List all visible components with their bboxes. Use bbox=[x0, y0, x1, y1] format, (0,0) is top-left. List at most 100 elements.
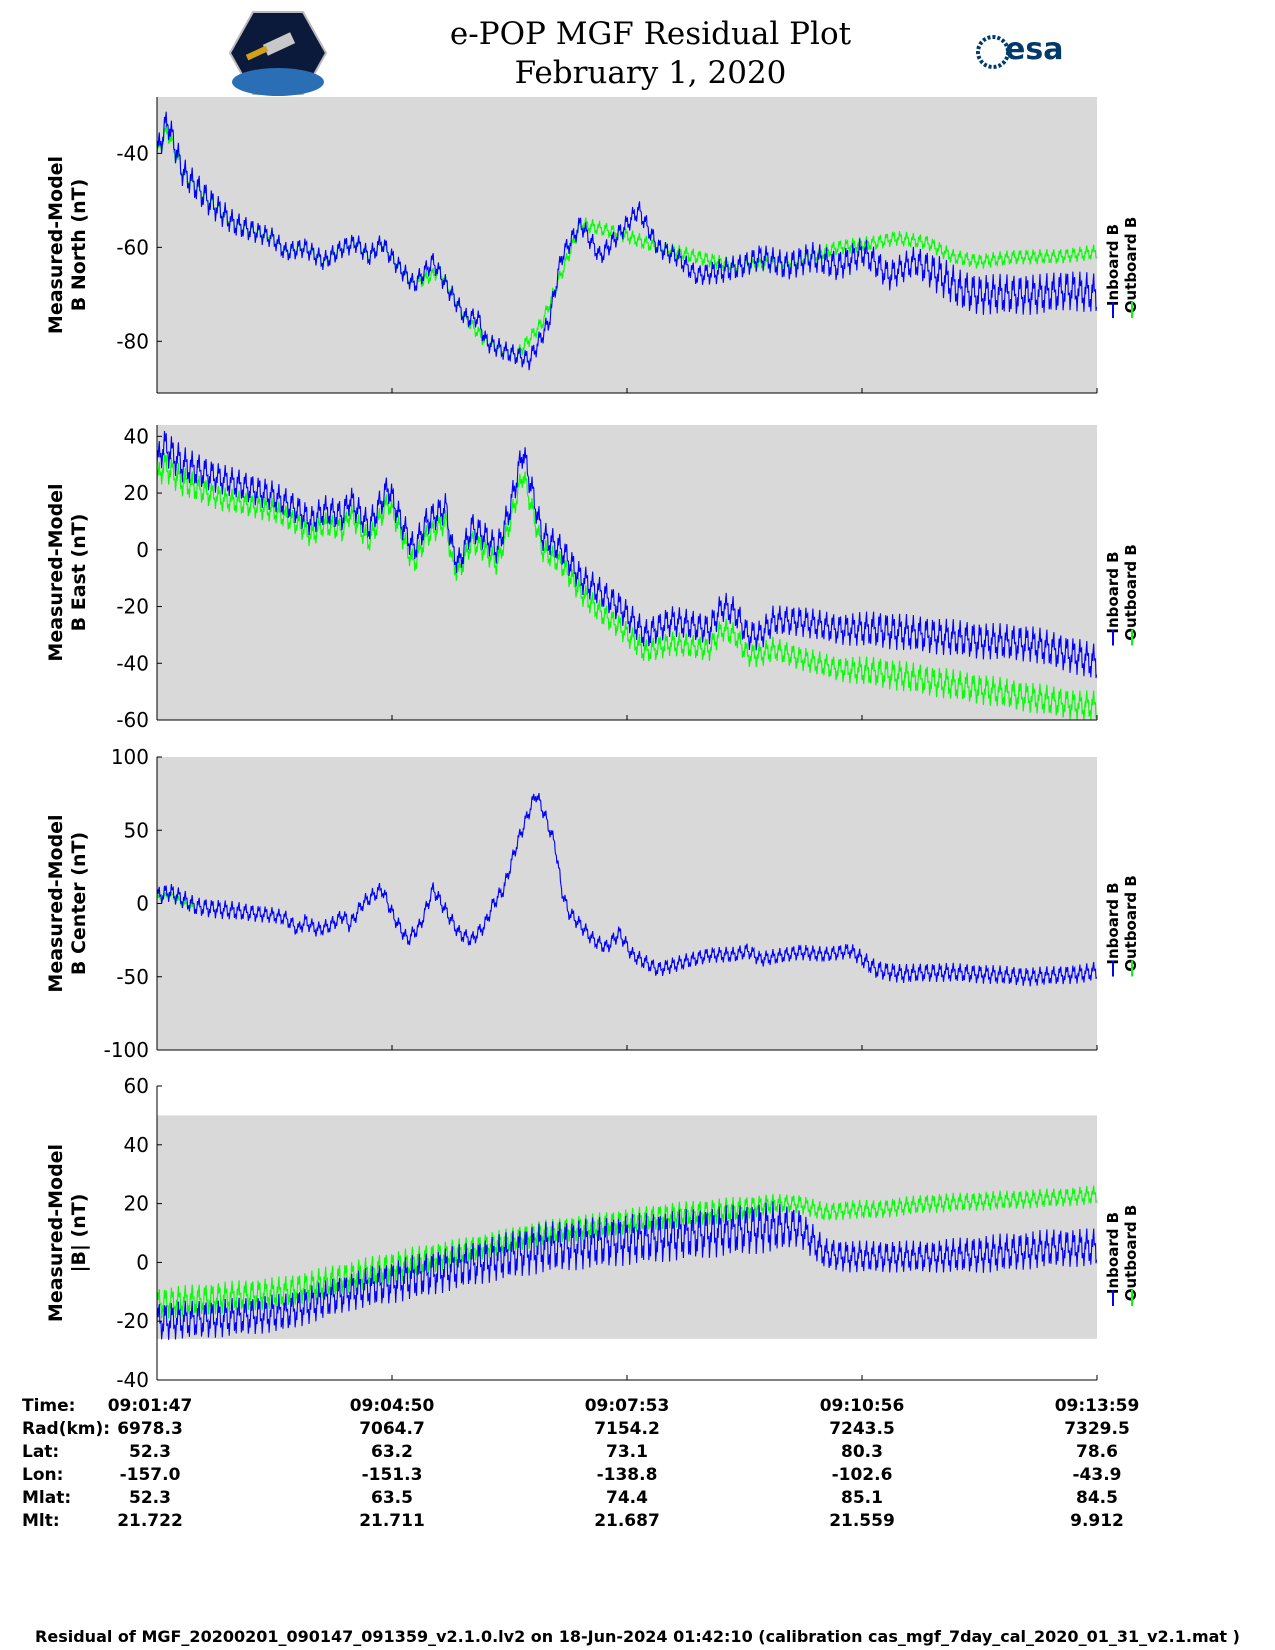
legend-labels: Inboard BOutboard B bbox=[1104, 875, 1140, 972]
legend-labels: Inboard BOutboard B bbox=[1104, 1205, 1140, 1302]
orbit-cell: -157.0 bbox=[120, 1465, 181, 1485]
orbit-cell: -138.8 bbox=[597, 1465, 658, 1485]
cassiope-logo-solar-panel bbox=[245, 45, 269, 61]
legend-label-inboard: Inboard B bbox=[1104, 1212, 1122, 1294]
series-line-outboard-b bbox=[157, 1185, 1097, 1319]
orbit-cell: 52.3 bbox=[129, 1488, 171, 1508]
y-tick-label: 0 bbox=[136, 1250, 149, 1274]
orbit-cell: 74.4 bbox=[606, 1488, 648, 1508]
y-tick-label: 60 bbox=[124, 1074, 149, 1098]
y-axis-label-line1: Measured-Model bbox=[45, 1144, 67, 1322]
orbit-cell: 21.711 bbox=[359, 1511, 425, 1531]
page-title: e-POP MGF Residual Plot bbox=[449, 16, 852, 52]
legend-label-outboard: Outboard B bbox=[1122, 875, 1140, 972]
panel-background bbox=[157, 757, 1097, 1050]
legend-labels: Inboard BOutboard B bbox=[1104, 544, 1140, 641]
orbit-cell: 63.2 bbox=[371, 1442, 413, 1462]
legend-label-outboard: Outboard B bbox=[1122, 217, 1140, 314]
esa-logo-mark bbox=[976, 35, 1010, 69]
orbit-cell: -102.6 bbox=[832, 1465, 893, 1485]
y-tick-label: 0 bbox=[136, 892, 149, 916]
orbit-cell: 09:13:59 bbox=[1055, 1396, 1140, 1416]
orbit-cell: 7329.5 bbox=[1064, 1419, 1130, 1439]
legend-label-outboard: Outboard B bbox=[1122, 544, 1140, 641]
panel-background bbox=[157, 425, 1097, 720]
cassiope-logo-earth bbox=[232, 68, 324, 96]
y-axis-label: Measured-ModelB Center (nT) bbox=[45, 814, 90, 992]
y-tick-label: 20 bbox=[124, 481, 149, 505]
y-tick-label: -60 bbox=[116, 708, 149, 732]
orbit-row-label: Rad(km): bbox=[22, 1419, 110, 1439]
footer-note: Residual of MGF_20200201_090147_091359_v… bbox=[35, 1627, 1240, 1646]
legend-label-inboard: Inboard B bbox=[1104, 224, 1122, 306]
orbit-cell: 9.912 bbox=[1070, 1511, 1124, 1531]
orbit-row-label: Mlat: bbox=[22, 1488, 71, 1508]
y-tick-label: 40 bbox=[124, 424, 149, 448]
legend-label-inboard: Inboard B bbox=[1104, 882, 1122, 964]
y-axis-label-line1: Measured-Model bbox=[45, 814, 67, 992]
legend-labels: Inboard BOutboard B bbox=[1104, 217, 1140, 314]
orbit-cell: 09:01:47 bbox=[108, 1396, 193, 1416]
panel-2: -60 -40 -20 0 20 40 Measured-ModelB East (nT) I… bbox=[45, 424, 1140, 732]
y-tick-label: -80 bbox=[116, 329, 149, 353]
orbit-cell: 7064.7 bbox=[359, 1419, 425, 1439]
y-tick-label: -40 bbox=[116, 141, 149, 165]
y-axis-label-line2: B East (nT) bbox=[68, 514, 90, 632]
y-axis-label: Measured-Model|B| (nT) bbox=[45, 1144, 90, 1322]
y-axis-label-line2: B North (nT) bbox=[68, 179, 90, 312]
orbit-cell: -151.3 bbox=[362, 1465, 423, 1485]
y-tick-label: -40 bbox=[116, 1368, 149, 1392]
y-tick-label: -20 bbox=[116, 1309, 149, 1333]
y-tick-label: -40 bbox=[116, 651, 149, 675]
y-tick-label: 40 bbox=[124, 1133, 149, 1157]
page-subtitle: February 1, 2020 bbox=[514, 55, 787, 91]
orbit-row-label: Mlt: bbox=[22, 1511, 60, 1531]
esa-swirl-icon bbox=[976, 35, 1010, 69]
legend-label-outboard: Outboard B bbox=[1122, 1205, 1140, 1302]
legend-label-inboard: Inboard B bbox=[1104, 551, 1122, 633]
y-tick-label: -50 bbox=[116, 965, 149, 989]
series-line-outboard-b bbox=[157, 453, 1097, 720]
orbit-cell: 21.559 bbox=[829, 1511, 895, 1531]
orbit-cell: 7154.2 bbox=[594, 1419, 660, 1439]
y-tick-label: 100 bbox=[111, 745, 149, 769]
series-line-inboard-b bbox=[157, 1201, 1097, 1340]
panel-4: -40 -20 0 20 40 60 Measured-Model|B| (nT) Inboa… bbox=[45, 1074, 1140, 1392]
orbit-cell: 63.5 bbox=[371, 1488, 413, 1508]
orbit-cell: 09:07:53 bbox=[585, 1396, 670, 1416]
y-tick-label: 0 bbox=[136, 538, 149, 562]
orbit-cell: -43.9 bbox=[1073, 1465, 1122, 1485]
esa-logo-text: esa bbox=[1005, 32, 1064, 67]
orbit-row-label: Lon: bbox=[22, 1465, 63, 1485]
orbit-cell: 80.3 bbox=[841, 1442, 883, 1462]
series-line-inboard-b bbox=[157, 430, 1097, 679]
cassiope-logo-satellite bbox=[262, 32, 296, 56]
orbit-table: Time: Rad(km): Lat: Lon: Mlat: Mlt: 09:01:47 69… bbox=[22, 1396, 1139, 1531]
orbit-cell: 7243.5 bbox=[829, 1419, 895, 1439]
orbit-row-label: Time: bbox=[22, 1396, 75, 1416]
y-axis-label-line1: Measured-Model bbox=[45, 483, 67, 661]
y-tick-label: 50 bbox=[124, 818, 149, 842]
orbit-cell: 78.6 bbox=[1076, 1442, 1118, 1462]
y-axis-label-line1: Measured-Model bbox=[45, 156, 67, 334]
orbit-row-label: Lat: bbox=[22, 1442, 59, 1462]
orbit-cell: 21.687 bbox=[594, 1511, 660, 1531]
y-tick-label: -100 bbox=[104, 1038, 149, 1062]
y-tick-label: -20 bbox=[116, 595, 149, 619]
orbit-cell: 73.1 bbox=[606, 1442, 648, 1462]
orbit-cell: 09:04:50 bbox=[350, 1396, 435, 1416]
y-axis-label-line2: B Center (nT) bbox=[68, 832, 90, 975]
y-tick-label: -60 bbox=[116, 235, 149, 259]
orbit-cell: 84.5 bbox=[1076, 1488, 1118, 1508]
cassiope-logo bbox=[228, 11, 328, 96]
orbit-cell: 85.1 bbox=[841, 1488, 883, 1508]
y-axis-label: Measured-ModelB East (nT) bbox=[45, 483, 90, 661]
panel-3: -100 -50 0 50 100 Measured-ModelB Center (nT)… bbox=[45, 745, 1140, 1062]
series-line-inboard-b bbox=[157, 111, 1097, 371]
orbit-cell: 6978.3 bbox=[117, 1419, 183, 1439]
panel-1: -80 -60 -40 Measured-ModelB North (nT) Inboa… bbox=[45, 97, 1140, 394]
orbit-cell: 52.3 bbox=[129, 1442, 171, 1462]
y-axis-label-line2: |B| (nT) bbox=[68, 1194, 90, 1273]
